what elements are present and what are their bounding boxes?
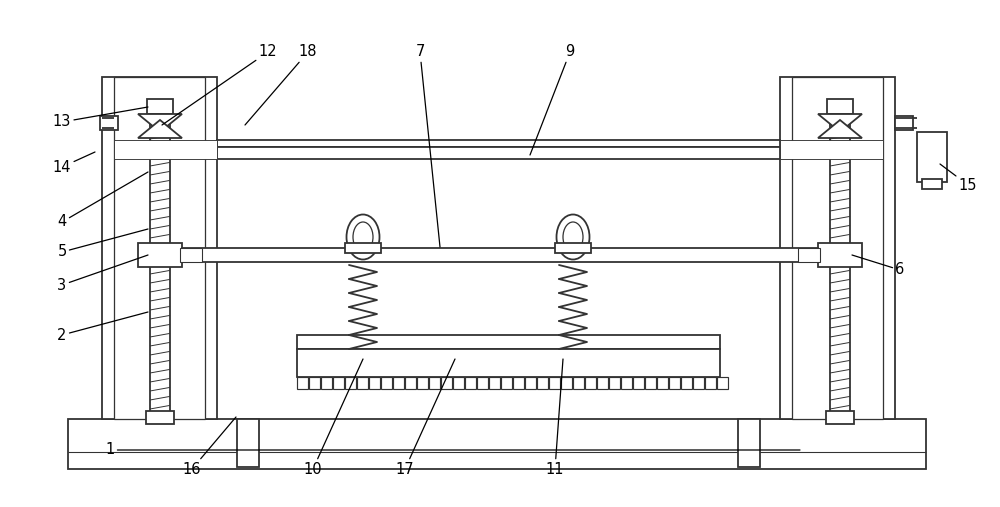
Polygon shape — [138, 120, 182, 138]
Bar — [826, 411, 854, 424]
Bar — [818, 243, 862, 267]
Bar — [477, 377, 488, 389]
Text: 13: 13 — [53, 107, 148, 129]
Text: 6: 6 — [852, 255, 905, 277]
Bar — [705, 377, 716, 389]
Text: 15: 15 — [940, 164, 977, 193]
Text: 18: 18 — [245, 45, 317, 125]
Bar — [621, 377, 632, 389]
Bar — [681, 377, 692, 389]
Bar — [333, 377, 344, 389]
Bar — [217, 147, 780, 159]
Bar — [297, 349, 720, 377]
Bar — [429, 377, 440, 389]
Bar — [555, 243, 591, 253]
Bar — [489, 377, 500, 389]
Bar — [381, 377, 392, 389]
Bar — [573, 377, 584, 389]
Text: 14: 14 — [53, 152, 95, 174]
Bar — [513, 377, 524, 389]
Bar — [147, 99, 173, 114]
Bar — [537, 377, 548, 389]
Polygon shape — [138, 114, 182, 132]
Bar — [549, 377, 560, 389]
Text: 2: 2 — [57, 312, 148, 343]
Bar — [597, 377, 608, 389]
Bar — [309, 377, 320, 389]
Bar — [100, 116, 118, 130]
Bar — [585, 377, 596, 389]
Bar — [357, 377, 368, 389]
Ellipse shape — [563, 222, 583, 252]
Bar — [217, 140, 780, 147]
Text: 9: 9 — [530, 45, 575, 155]
Bar — [830, 109, 850, 412]
Bar — [345, 377, 356, 389]
Bar — [417, 377, 428, 389]
Polygon shape — [818, 120, 862, 138]
Bar — [114, 140, 217, 159]
Text: 7: 7 — [415, 45, 440, 247]
Bar — [393, 377, 404, 389]
Text: 11: 11 — [546, 359, 564, 477]
Text: 10: 10 — [304, 359, 363, 477]
Text: 1: 1 — [105, 443, 800, 457]
Bar — [657, 377, 668, 389]
Ellipse shape — [353, 222, 373, 252]
Text: 5: 5 — [57, 229, 148, 260]
Ellipse shape — [556, 214, 590, 260]
Bar — [465, 377, 476, 389]
Bar — [345, 243, 381, 253]
Bar — [102, 77, 217, 419]
Text: 12: 12 — [162, 45, 277, 125]
Bar — [792, 77, 883, 419]
Bar — [738, 419, 760, 467]
Bar — [917, 132, 947, 182]
Bar — [150, 109, 170, 412]
Text: 3: 3 — [57, 255, 148, 293]
Bar — [138, 243, 182, 267]
Ellipse shape — [347, 214, 380, 260]
Bar — [154, 116, 166, 134]
Bar — [501, 377, 512, 389]
Text: 17: 17 — [396, 359, 455, 477]
Bar — [834, 116, 846, 134]
Bar — [114, 77, 205, 419]
Bar — [453, 377, 464, 389]
Bar — [321, 377, 332, 389]
Bar — [780, 140, 883, 159]
Bar — [717, 377, 728, 389]
Bar — [669, 377, 680, 389]
Bar — [525, 377, 536, 389]
Bar — [297, 335, 720, 349]
Bar — [827, 99, 853, 114]
Bar — [633, 377, 644, 389]
Bar — [180, 248, 202, 262]
Bar — [895, 116, 913, 130]
Bar — [798, 248, 820, 262]
Bar — [237, 419, 259, 467]
Bar — [645, 377, 656, 389]
Text: 4: 4 — [57, 172, 148, 230]
Bar — [561, 377, 572, 389]
Bar — [297, 377, 308, 389]
Bar — [405, 377, 416, 389]
Bar — [609, 377, 620, 389]
Bar — [146, 411, 174, 424]
Bar — [369, 377, 380, 389]
Text: 16: 16 — [183, 417, 236, 477]
Bar — [182, 248, 818, 262]
Bar — [780, 77, 895, 419]
Bar — [68, 419, 926, 469]
Polygon shape — [818, 114, 862, 132]
Bar — [922, 179, 942, 189]
Bar — [441, 377, 452, 389]
Bar — [693, 377, 704, 389]
